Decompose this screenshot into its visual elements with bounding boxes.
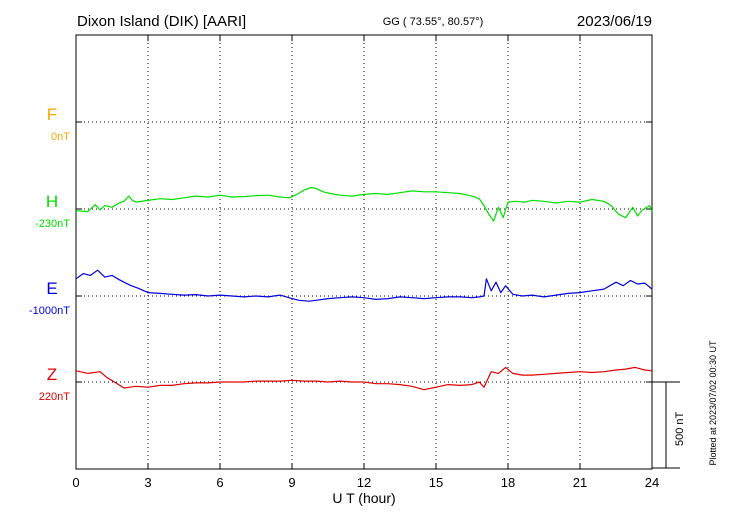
channel-name-z: Z bbox=[47, 365, 57, 384]
series-line-h bbox=[75, 186, 653, 222]
series-line-z bbox=[75, 366, 653, 391]
scale-bar: 500 nT bbox=[652, 381, 686, 469]
channel-baseline-h: -230nT bbox=[35, 218, 70, 230]
channel-name-f: F bbox=[47, 105, 57, 124]
channel-baseline-z: 220nT bbox=[39, 391, 70, 403]
grid-lines bbox=[76, 35, 652, 469]
x-tick-label: 0 bbox=[72, 475, 79, 490]
station-title: Dixon Island (DIK) [AARI] bbox=[77, 13, 246, 30]
series-line-e bbox=[75, 269, 653, 302]
x-tick-label: 3 bbox=[144, 475, 151, 490]
x-tick-label: 18 bbox=[501, 475, 515, 490]
x-axis-label: U T (hour) bbox=[332, 490, 395, 506]
channel-labels: F 0nT H -230nT E -1000nT Z 220nT bbox=[29, 105, 70, 403]
channel-baseline-e: -1000nT bbox=[29, 305, 70, 317]
date-label: 2023/06/19 bbox=[577, 13, 652, 30]
x-tick-label: 9 bbox=[288, 475, 295, 490]
x-tick-label: 12 bbox=[357, 475, 371, 490]
channel-name-e: E bbox=[46, 279, 57, 298]
scale-bar-label: 500 nT bbox=[674, 411, 686, 446]
x-tick-label: 21 bbox=[573, 475, 587, 490]
coordinates-label: GG ( 73.55°, 80.57°) bbox=[383, 16, 484, 28]
x-axis-ticks: 0 3 6 9 12 15 18 21 24 bbox=[72, 35, 659, 490]
series-lines bbox=[75, 186, 653, 391]
channel-name-h: H bbox=[46, 192, 58, 211]
channel-baseline-f: 0nT bbox=[51, 131, 70, 143]
x-tick-label: 6 bbox=[216, 475, 223, 490]
x-tick-label: 15 bbox=[429, 475, 443, 490]
x-tick-label: 24 bbox=[645, 475, 659, 490]
plotted-timestamp: Plotted at 2023/07/02 00:30 UT bbox=[708, 340, 718, 466]
